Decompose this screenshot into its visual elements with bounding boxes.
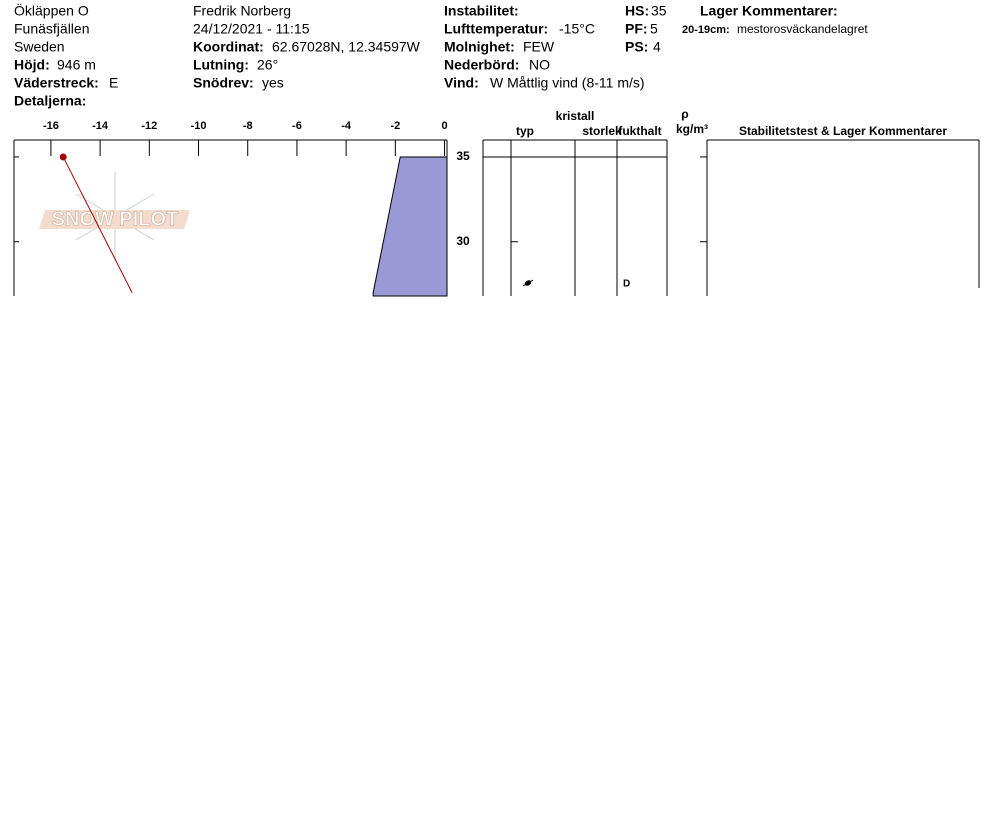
label: HS: xyxy=(625,3,649,19)
x-tick-label: -12 xyxy=(141,120,157,132)
value: 62.67028N, 12.34597W xyxy=(272,39,421,55)
value: 946 m xyxy=(57,57,96,73)
observer: Fredrik Norberg xyxy=(193,3,291,19)
label: Instabilitet: xyxy=(444,3,519,19)
x-tick-label: -14 xyxy=(92,120,109,132)
profile-chart: SNOW PILOT -16 -14 -12 -10 -8 -6 -4 -2 0 30 35 xyxy=(13,120,707,297)
temperature-line xyxy=(62,156,133,293)
value: yes xyxy=(262,75,284,91)
watermark-text: SNOW PILOT xyxy=(52,208,179,230)
header: Ökläppen O Funäsfjällen Sweden Höjd: 946… xyxy=(14,2,868,109)
label: Lufttemperatur: xyxy=(444,21,548,37)
value: 26° xyxy=(257,57,278,73)
datetime: 24/12/2021 - 11:15 xyxy=(193,21,310,37)
value: E xyxy=(109,75,118,91)
comment-depth: 20-19cm: xyxy=(682,24,730,36)
value: 4 xyxy=(653,39,661,55)
country: Sweden xyxy=(14,39,65,55)
value: -15°C xyxy=(559,21,595,37)
value: FEW xyxy=(523,39,555,55)
label: Lutning: xyxy=(193,57,249,73)
moisture: D xyxy=(623,279,630,290)
col-header: Stabilitetstest & Lager Kommentarer xyxy=(739,124,947,138)
label: PS: xyxy=(625,39,648,55)
crystal-symbol xyxy=(522,279,534,287)
label: Koordinat: xyxy=(193,39,264,55)
label: Molnighet: xyxy=(444,39,515,55)
x-tick-label: -4 xyxy=(341,120,352,132)
col-header: kristall xyxy=(556,109,595,123)
comments-title: Lager Kommentarer: xyxy=(700,3,838,19)
value: 5 xyxy=(650,21,658,37)
value: 35 xyxy=(651,3,667,19)
watermark: SNOW PILOT xyxy=(39,172,190,262)
col-header: ρ xyxy=(681,107,688,121)
watermark-band xyxy=(39,210,190,229)
x-tick-label: -8 xyxy=(243,120,253,132)
col-header: fukthalt xyxy=(618,124,661,138)
label: Vind: xyxy=(444,75,479,91)
label: Nederbörd: xyxy=(444,57,519,73)
range: Funäsfjällen xyxy=(14,21,90,37)
label: Detaljerna: xyxy=(14,93,86,109)
label: Väderstreck: xyxy=(14,75,99,91)
x-tick-label: -16 xyxy=(43,120,59,132)
col-header: kg/m³ xyxy=(676,122,708,136)
col-header: storlek xyxy=(582,124,622,138)
x-tick-label: -6 xyxy=(292,120,302,132)
temperature-point xyxy=(59,153,67,161)
x-tick-label: -10 xyxy=(191,120,207,132)
y-tick-label: 30 xyxy=(456,234,470,248)
hardness-profile xyxy=(372,156,448,297)
x-tick-label: 0 xyxy=(441,120,447,132)
value: W Måttlig vind (8-11 m/s) xyxy=(490,75,645,91)
x-tick-label: -2 xyxy=(390,120,400,132)
layer-table: kristall typ storlek fukthalt ρ kg/m³ St… xyxy=(482,107,980,296)
comment-text: mestorosväckandelagret xyxy=(737,22,868,36)
label: Höjd: xyxy=(14,57,50,73)
label: PF: xyxy=(625,21,648,37)
label: Snödrev: xyxy=(193,75,254,91)
col-header: typ xyxy=(516,124,534,138)
value: NO xyxy=(529,57,550,73)
site: Ökläppen O xyxy=(14,2,89,19)
y-tick-label: 35 xyxy=(456,149,470,163)
